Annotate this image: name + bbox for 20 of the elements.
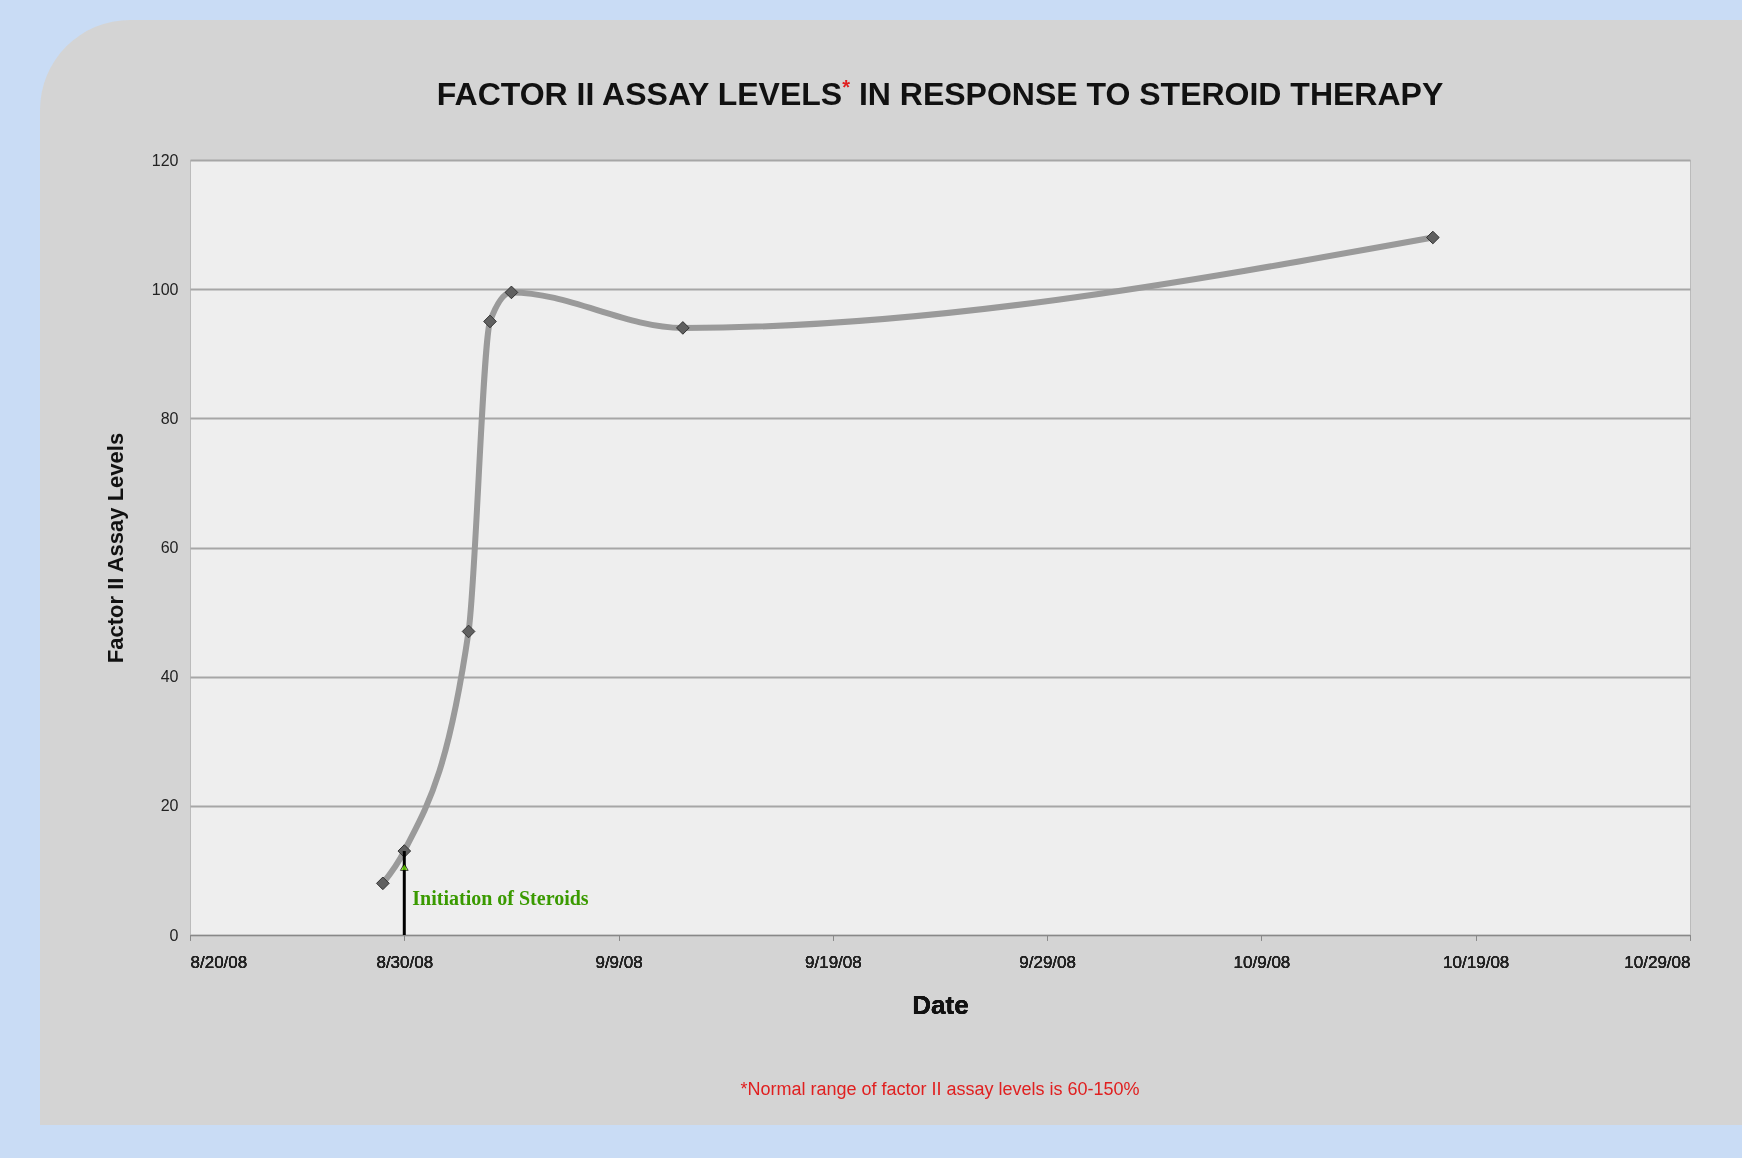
y-tick-label: 40 xyxy=(160,668,179,686)
y-tick-label: 0 xyxy=(169,926,179,944)
x-tick-label: 10/29/08 xyxy=(1624,952,1691,972)
text: *Normal range of factor II assay levels is 60-150% xyxy=(740,1079,1140,1099)
x-axis-title: Date xyxy=(912,989,969,1020)
y-tick-label: 100 xyxy=(151,280,179,298)
y-tick-label: 20 xyxy=(160,797,179,815)
x-tick-label: 8/30/08 xyxy=(376,952,434,972)
chart-title: FACTOR II ASSAY LEVELS$^{*}$ IN RESPONSE TO STEROID THERAPY xyxy=(436,76,1444,112)
x-tick-label: 8/20/08 xyxy=(190,952,248,972)
x-tick-label: 9/9/08 xyxy=(595,952,643,972)
x-tick-label: 10/19/08 xyxy=(1443,952,1510,972)
x-tick-label: 10/9/08 xyxy=(1233,952,1291,972)
annotation: Initiation of Steroids xyxy=(412,887,589,910)
y-tick-label: 120 xyxy=(151,151,179,169)
y-tick-label: 80 xyxy=(160,409,179,427)
y-axis-title: Factor II Assay Levels xyxy=(102,432,128,664)
y-tick-label: 60 xyxy=(160,539,179,556)
x-tick-label: 9/29/08 xyxy=(1019,952,1077,972)
x-tick-label: 9/19/08 xyxy=(804,952,862,972)
